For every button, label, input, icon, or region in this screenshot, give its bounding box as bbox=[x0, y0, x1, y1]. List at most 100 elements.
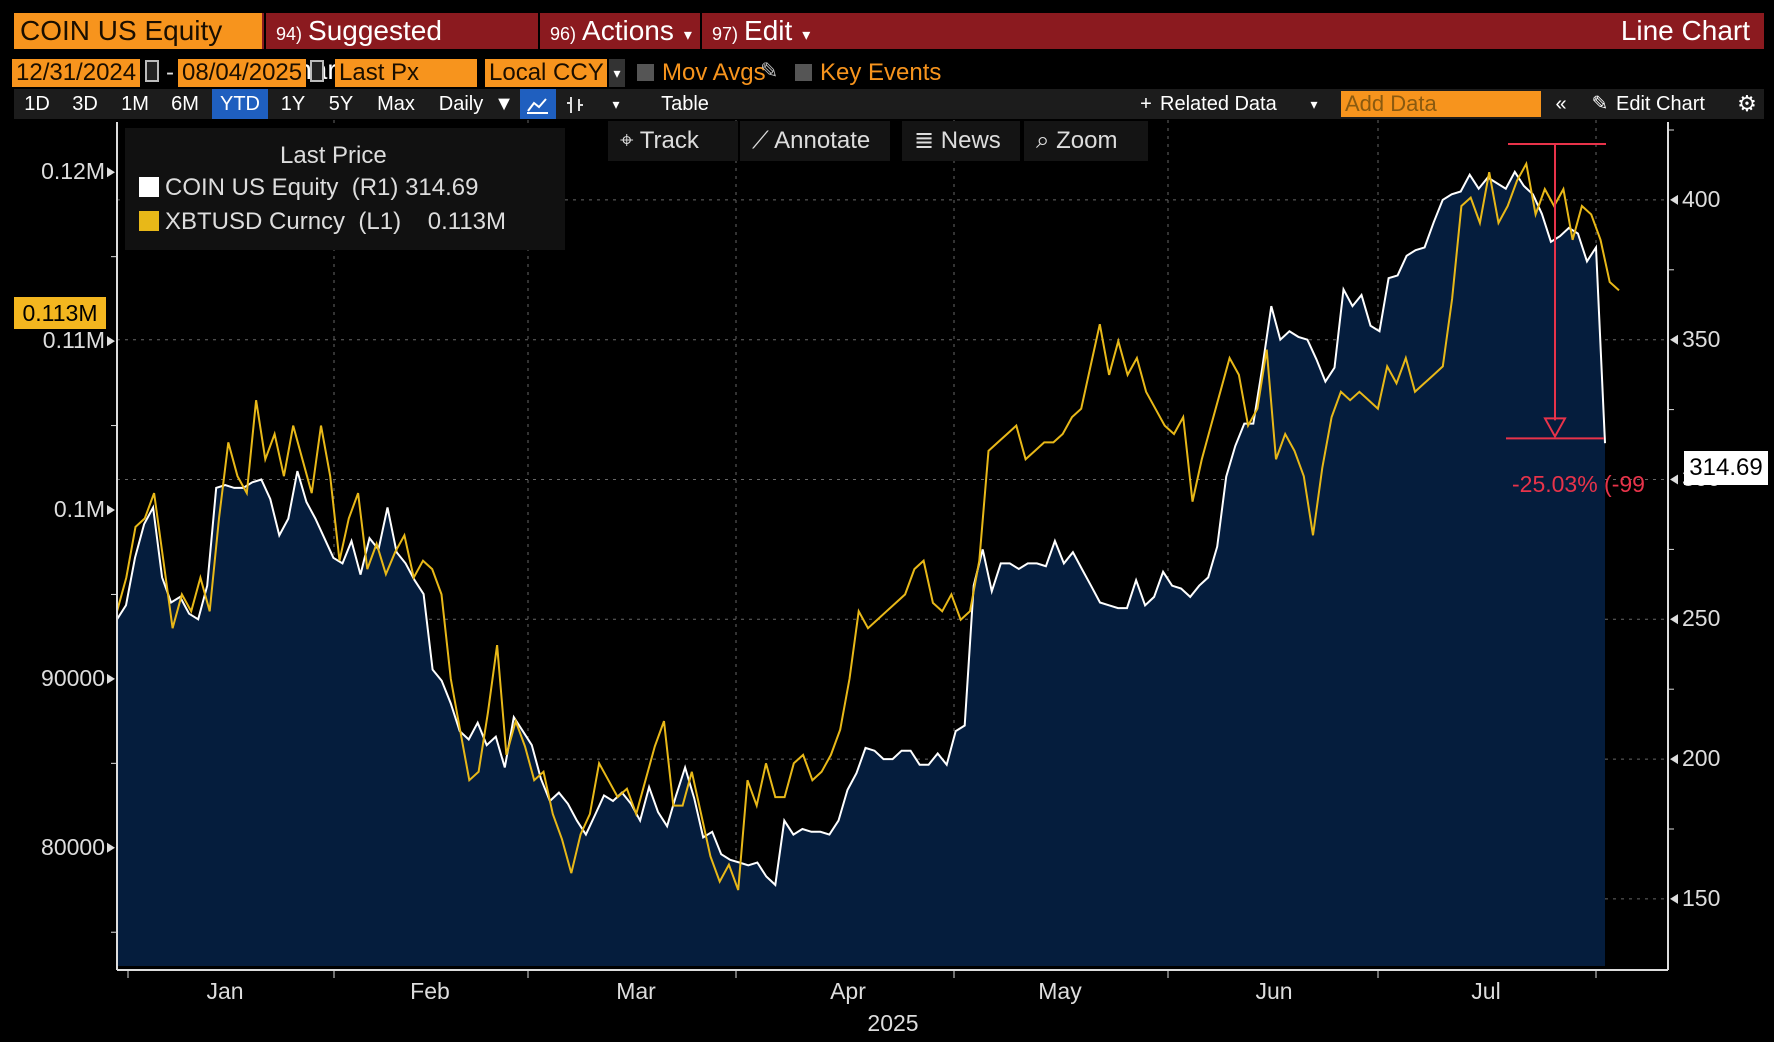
last-value-left-badge: 0.113M bbox=[14, 297, 106, 329]
btc-series-line bbox=[116, 160, 1620, 891]
period-max[interactable]: Max bbox=[377, 93, 415, 115]
suggested-charts-menu[interactable]: 94)Suggested Charts▾ bbox=[264, 13, 536, 85]
zoom-label: Zoom bbox=[1056, 127, 1118, 154]
edit-chart-button[interactable]: Edit Chart bbox=[1616, 93, 1705, 115]
right-tick-mark bbox=[1670, 334, 1678, 345]
x-tick-label: May bbox=[1038, 978, 1082, 1004]
legend: Last Price COIN US Equity (R1) 314.69 XB… bbox=[125, 128, 565, 250]
coin-area-fill bbox=[117, 171, 1605, 966]
edit-menu[interactable]: 97) Edit ▾ bbox=[700, 13, 818, 49]
axes bbox=[107, 122, 1678, 978]
collapse-icon[interactable]: « bbox=[1555, 93, 1567, 115]
x-tick-label: Apr bbox=[830, 978, 866, 1004]
track-tool[interactable]: ⌖ Track bbox=[608, 121, 738, 161]
right-tick-label: 200 bbox=[1682, 745, 1721, 772]
left-tick-label: 0.1M bbox=[53, 496, 105, 522]
table-button[interactable]: Table bbox=[661, 93, 709, 115]
chart-style-dropdown-icon[interactable]: ▾ bbox=[612, 96, 620, 112]
actions-menu[interactable]: 96) Actions ▾ bbox=[538, 13, 698, 49]
left-tick-label: 90000 bbox=[41, 664, 105, 691]
drawdown-arrow-head bbox=[1543, 417, 1567, 439]
currency-select[interactable]: Local CCY bbox=[485, 59, 607, 87]
actions-num: 96) bbox=[550, 24, 577, 44]
period-6m[interactable]: 6M bbox=[171, 93, 199, 115]
coin-area-series bbox=[117, 171, 1605, 966]
suggested-charts-num: 94) bbox=[276, 24, 303, 44]
legend-axis: (R1) bbox=[351, 174, 399, 201]
related-data-button[interactable]: Related Data bbox=[1160, 93, 1277, 115]
candlestick-icon[interactable] bbox=[558, 89, 592, 119]
key-events-checkbox[interactable] bbox=[795, 64, 812, 81]
line-chart-icon[interactable] bbox=[520, 89, 556, 119]
legend-swatch-btc bbox=[139, 211, 159, 231]
left-tick-mark bbox=[107, 842, 115, 853]
add-data-input[interactable]: Add Data bbox=[1341, 91, 1541, 117]
key-events-label[interactable]: Key Events bbox=[820, 59, 942, 86]
legend-value: 0.113M bbox=[427, 208, 507, 235]
period-1d[interactable]: 1D bbox=[24, 93, 50, 115]
period-ytd[interactable]: YTD bbox=[212, 89, 268, 119]
legend-item-btc[interactable]: XBTUSD Curncy (L1) 0.113M bbox=[139, 208, 506, 236]
right-tick-label: 350 bbox=[1682, 325, 1721, 352]
period-3d[interactable]: 3D bbox=[72, 93, 98, 115]
left-tick-label: 0.12M bbox=[41, 158, 105, 185]
series-lines bbox=[116, 160, 1620, 891]
right-tick-mark bbox=[1670, 194, 1678, 205]
plus-icon[interactable]: + bbox=[1140, 93, 1152, 115]
legend-title: Last Price bbox=[280, 142, 387, 169]
pencil-icon[interactable]: ✎ bbox=[760, 58, 779, 83]
left-tick-mark bbox=[107, 673, 115, 684]
legend-name: XBTUSD Curncy bbox=[165, 208, 346, 235]
news-tool[interactable]: ≣ News bbox=[902, 121, 1020, 161]
end-date-field[interactable]: 08/04/2025 bbox=[178, 59, 306, 87]
actions-label: Actions bbox=[582, 15, 674, 46]
mov-avgs-label[interactable]: Mov Avgs bbox=[662, 59, 766, 86]
edit-num: 97) bbox=[712, 24, 739, 44]
track-label: Track bbox=[639, 127, 699, 154]
legend-swatch-coin bbox=[139, 177, 159, 197]
chevron-down-icon: ▾ bbox=[683, 27, 692, 44]
date-separator: - bbox=[166, 59, 174, 86]
right-tick-label: 250 bbox=[1682, 605, 1721, 632]
chart-type-label: Line Chart bbox=[1620, 15, 1750, 46]
legend-axis: (L1) bbox=[358, 208, 402, 235]
left-tick-label: 0.11M bbox=[42, 327, 105, 354]
x-axis-year-label: 2025 bbox=[867, 1010, 919, 1036]
x-tick-label: Jul bbox=[1471, 978, 1501, 1004]
x-tick-label: Jun bbox=[1255, 978, 1293, 1004]
currency-dropdown-icon[interactable]: ▾ bbox=[609, 59, 625, 87]
drawdown-annotation bbox=[1506, 142, 1606, 440]
chevron-down-icon: ▾ bbox=[802, 27, 811, 44]
period-1m[interactable]: 1M bbox=[121, 93, 149, 115]
frequency-select[interactable]: Daily bbox=[438, 93, 484, 115]
right-tick-mark bbox=[1670, 474, 1678, 485]
pencil-icon[interactable]: ✎ bbox=[1591, 93, 1609, 115]
zoom-tool[interactable]: ⌕ Zoom bbox=[1024, 121, 1148, 161]
calendar-icon[interactable] bbox=[145, 60, 159, 82]
mov-avgs-checkbox[interactable] bbox=[637, 64, 654, 81]
annotate-label: Annotate bbox=[774, 127, 871, 154]
gear-icon[interactable]: ⚙ bbox=[1737, 91, 1757, 116]
left-tick-mark bbox=[107, 505, 115, 515]
right-tick-mark bbox=[1670, 614, 1678, 625]
period-1y[interactable]: 1Y bbox=[280, 93, 306, 115]
calendar-icon[interactable] bbox=[310, 60, 324, 82]
period-5y[interactable]: 5Y bbox=[328, 93, 354, 115]
right-tick-label: 150 bbox=[1682, 884, 1721, 911]
x-tick-label: Mar bbox=[616, 978, 656, 1004]
start-date-field[interactable]: 12/31/2024 bbox=[12, 59, 140, 87]
drawdown-label: -25.03% (-99 bbox=[1512, 471, 1645, 497]
legend-item-coin[interactable]: COIN US Equity (R1) 314.69 bbox=[139, 174, 478, 202]
left-tick-label: 80000 bbox=[41, 833, 105, 860]
security-field[interactable]: COIN US Equity bbox=[14, 13, 262, 49]
left-tick-mark bbox=[107, 336, 115, 347]
related-data-dropdown-icon[interactable]: ▾ bbox=[1310, 96, 1318, 112]
search-icon: ⌕ bbox=[1036, 127, 1050, 154]
legend-value: 314.69 bbox=[405, 174, 479, 201]
x-tick-label: Feb bbox=[410, 978, 450, 1004]
ticker-strip bbox=[0, 0, 1774, 12]
annotate-tool[interactable]: ⟋ Annotate bbox=[740, 121, 890, 161]
frequency-dropdown-icon[interactable]: ▼ bbox=[494, 93, 514, 115]
price-field-select[interactable]: Last Px bbox=[335, 59, 477, 87]
